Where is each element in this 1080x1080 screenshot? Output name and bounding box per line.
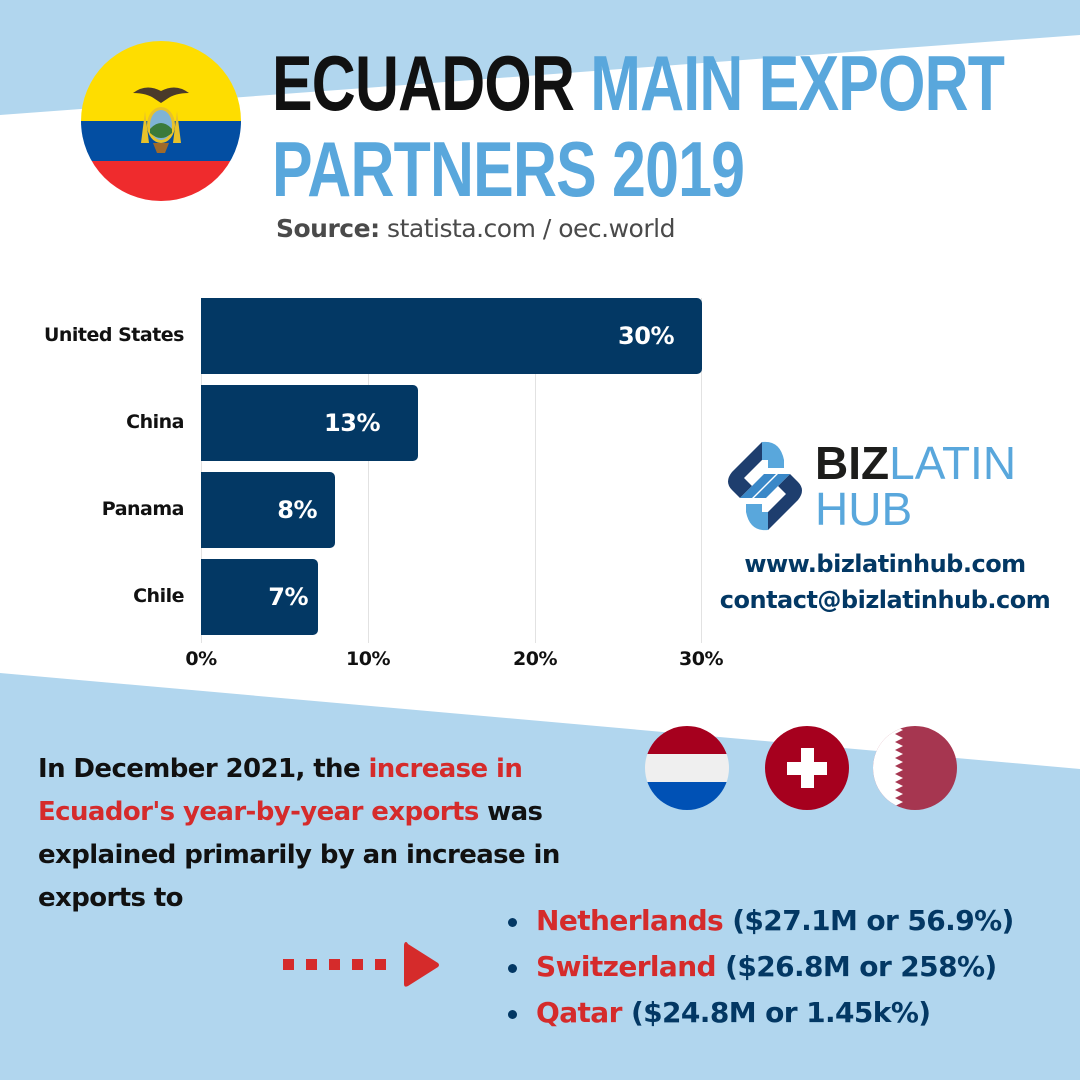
netherlands-flag-icon — [645, 726, 729, 810]
country-list: Netherlands ($27.1M or 56.9%) Switzerlan… — [506, 898, 1014, 1036]
summary-highlight: increase in Ecuador's year-by-year expor… — [38, 754, 523, 827]
bullet-icon — [508, 918, 517, 927]
page-title: ECUADOR MAIN EXPORT PARTNERS 2019 — [272, 39, 1005, 213]
x-tick-label: 10% — [346, 648, 390, 670]
country-detail: ($26.8M or 258%) — [715, 950, 997, 983]
logo-wordmark: BIZLATIN — [815, 440, 1016, 486]
category-label: China — [126, 411, 184, 433]
category-label: Panama — [101, 498, 185, 520]
x-tick-label: 0% — [185, 648, 217, 670]
switzerland-flag-icon — [765, 726, 849, 810]
logo-latin: LATIN — [889, 437, 1017, 489]
bizlatinhub-logo: BIZLATIN HUB — [720, 436, 1040, 536]
list-item-qatar: Qatar ($24.8M or 1.45k%) — [506, 990, 1014, 1036]
bar-panama: 8% — [201, 472, 335, 548]
qatar-flag-icon — [873, 726, 957, 810]
logo-hub: HUB — [815, 483, 913, 535]
bullet-icon — [508, 964, 517, 973]
country-name: Netherlands — [536, 904, 724, 937]
title-main-export: MAIN EXPORT — [590, 39, 1005, 127]
bar-chile: 7% — [201, 559, 318, 635]
title-ecuador: ECUADOR — [272, 39, 575, 127]
bar-china: 13% — [201, 385, 418, 461]
country-detail: ($24.8M or 1.45k%) — [621, 996, 931, 1029]
category-label: United States — [43, 324, 185, 346]
title-partners-year: PARTNERS 2019 — [272, 125, 745, 213]
logo-biz: BIZ — [815, 437, 890, 489]
email-link[interactable]: contact@bizlatinhub.com — [719, 586, 1051, 614]
x-tick-label: 30% — [679, 648, 723, 670]
ecuador-flag-icon — [81, 41, 241, 201]
website-link[interactable]: www.bizlatinhub.com — [744, 550, 1026, 578]
coat-of-arms-icon — [133, 87, 189, 153]
list-item-netherlands: Netherlands ($27.1M or 56.9%) — [506, 898, 1014, 944]
bar-united-states: 30% — [201, 298, 702, 374]
bar-value: 8% — [277, 496, 317, 524]
category-label: Chile — [133, 585, 184, 607]
list-item-switzerland: Switzerland ($26.8M or 258%) — [506, 944, 1014, 990]
country-name: Qatar — [536, 996, 622, 1029]
gridline-30 — [701, 298, 702, 643]
source-label: Source: — [276, 214, 380, 243]
x-tick-label: 20% — [513, 648, 557, 670]
bar-chart: United States 30% China 13% Panama 8% Ch… — [0, 290, 730, 680]
country-name: Switzerland — [536, 950, 717, 983]
summary-paragraph: In December 2021, the increase in Ecuado… — [38, 748, 598, 920]
bar-value: 13% — [324, 409, 380, 437]
source-value: statista.com / oec.world — [387, 214, 675, 243]
gridline-0 — [201, 298, 202, 643]
country-detail: ($27.1M or 56.9%) — [723, 904, 1014, 937]
bullet-icon — [508, 1010, 517, 1019]
bar-value: 7% — [268, 583, 308, 611]
gridline-20 — [535, 298, 536, 643]
summary-text-2: was explained primarily by an increase i… — [38, 797, 560, 913]
bizlatinhub-logo-icon — [728, 441, 802, 531]
bar-value: 30% — [618, 322, 674, 350]
gridline-10 — [368, 298, 369, 643]
summary-text-1: In December 2021, the — [38, 754, 369, 784]
source-line: Source: statista.com / oec.world — [276, 214, 675, 243]
